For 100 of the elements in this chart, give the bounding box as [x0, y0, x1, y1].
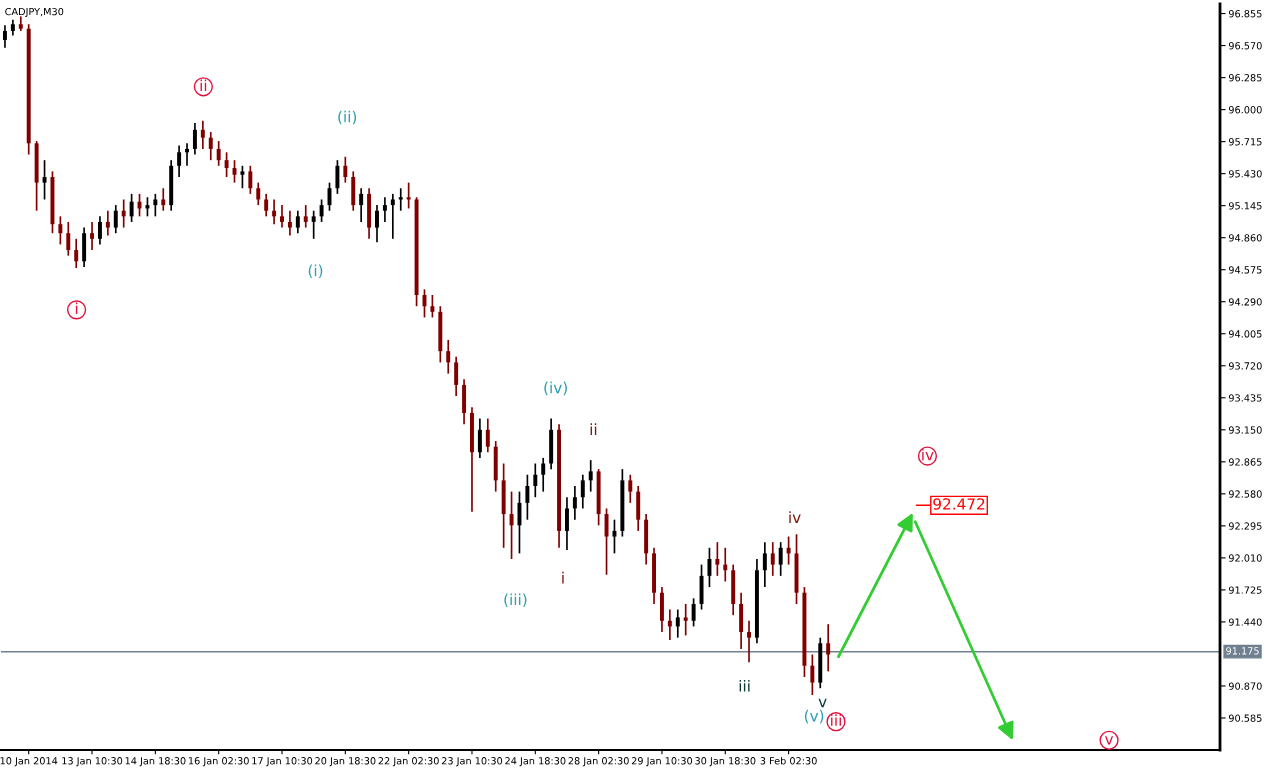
x-tick-label: 10 Jan 2014 — [0, 757, 58, 767]
candlestick — [185, 142, 189, 167]
candlestick — [208, 131, 213, 162]
x-tick-label: 17 Jan 10:30 — [252, 757, 313, 767]
annotation: (i) — [308, 264, 323, 279]
candlestick — [723, 546, 728, 583]
annotation: iv — [922, 448, 934, 461]
candlestick — [74, 237, 79, 269]
annotation: 92.472 — [933, 498, 985, 510]
y-tick-label: 95.715 — [1228, 138, 1262, 146]
candlestick — [707, 546, 712, 588]
y-tick-label: 96.570 — [1228, 42, 1262, 50]
candlestick — [224, 151, 229, 178]
annotation: i — [562, 571, 564, 584]
x-tick-label: 30 Jan 18:30 — [695, 757, 756, 767]
annotation: (v) — [804, 709, 824, 724]
candlestick — [517, 490, 522, 555]
candlestick — [715, 541, 720, 577]
candlestick — [113, 204, 118, 235]
x-tick-label: 3 Feb 02:30 — [760, 756, 817, 765]
candlestick — [121, 198, 126, 229]
x-tick-label: 20 Jan 18:30 — [315, 757, 376, 767]
candlestick — [810, 653, 815, 696]
y-tick-label: 92.865 — [1228, 458, 1262, 466]
candlestick — [564, 496, 569, 551]
annotation: iv — [789, 511, 801, 523]
x-tick-label: 16 Jan 02:30 — [188, 757, 249, 767]
candlestick — [256, 181, 261, 206]
chart-title: CADJPY,M30 — [5, 7, 64, 18]
candlestick — [580, 473, 585, 510]
candlestick — [200, 120, 205, 150]
candlestick — [2, 24, 7, 49]
candlestick — [628, 473, 633, 504]
annotation: i — [75, 302, 78, 315]
candlestick — [153, 193, 158, 218]
candlestick — [42, 159, 47, 201]
candlestick — [216, 140, 221, 167]
candlestick — [525, 473, 530, 521]
x-tick-label: 24 Jan 18:30 — [505, 757, 566, 767]
candlestick — [683, 603, 688, 637]
candlestick — [343, 155, 348, 184]
candlestick — [485, 417, 490, 454]
candlestick — [335, 159, 340, 195]
candlestick — [375, 204, 379, 244]
candlestick — [272, 198, 277, 226]
candlestick — [454, 355, 459, 397]
candlestick — [90, 221, 95, 251]
candlestick — [747, 619, 751, 664]
candlestick — [612, 518, 617, 555]
candlestick — [248, 164, 253, 195]
candlestick — [430, 294, 435, 319]
y-tick-label: 92.580 — [1228, 490, 1262, 498]
candlestick — [762, 541, 767, 588]
y-tick-label: 95.145 — [1228, 202, 1262, 210]
y-tick-label: 90.585 — [1228, 714, 1262, 722]
y-tick-label: 92.295 — [1228, 522, 1262, 530]
candlestick — [311, 209, 316, 240]
y-tick-label: 95.430 — [1228, 170, 1262, 178]
candlestick — [145, 196, 150, 218]
annotation: (iii) — [504, 593, 527, 608]
x-tick-label: 29 Jan 10:30 — [631, 757, 693, 767]
y-tick-label: 94.860 — [1228, 234, 1262, 242]
y-tick-label: 94.005 — [1228, 330, 1262, 338]
candlestick — [691, 597, 696, 628]
candlestick — [770, 541, 775, 577]
candlestick — [390, 193, 395, 240]
annotation: iii — [831, 714, 841, 726]
candlestick — [287, 209, 292, 237]
candlestick — [105, 209, 110, 237]
candlestick — [129, 193, 134, 223]
candlestick — [97, 215, 102, 246]
y-tick-label: 96.285 — [1228, 74, 1262, 82]
candlestick — [161, 187, 166, 212]
y-tick-label: 91.725 — [1228, 586, 1262, 594]
x-tick-label: 28 Jan 02:30 — [568, 757, 629, 767]
annotation: ii — [200, 79, 207, 92]
candlestick — [66, 221, 71, 257]
candlestick — [509, 490, 514, 560]
annotation: v — [1105, 736, 1114, 745]
y-tick-label: 92.010 — [1228, 554, 1262, 562]
annotation: v — [818, 698, 827, 708]
candlestick — [303, 204, 308, 229]
candlestick — [177, 144, 182, 178]
annotation: (ii) — [338, 110, 357, 125]
candlestick — [588, 459, 593, 493]
y-tick-label: 94.575 — [1228, 266, 1262, 274]
x-tick-label: 13 Jan 10:30 — [62, 757, 123, 767]
candlestick — [604, 507, 609, 576]
candlestick — [280, 204, 284, 229]
candlestick — [446, 339, 451, 375]
x-tick-label: 23 Jan 10:30 — [441, 757, 503, 767]
y-tick-label: 96.855 — [1228, 10, 1262, 18]
y-tick-label: 91.440 — [1228, 618, 1262, 626]
candlestick — [477, 417, 482, 459]
candlestick — [786, 535, 791, 566]
y-tick-label: 94.290 — [1228, 298, 1262, 306]
y-tick-label: 93.720 — [1228, 362, 1262, 370]
candlestick — [295, 209, 300, 235]
candlestick — [572, 485, 577, 521]
annotation: (iv) — [544, 381, 567, 396]
